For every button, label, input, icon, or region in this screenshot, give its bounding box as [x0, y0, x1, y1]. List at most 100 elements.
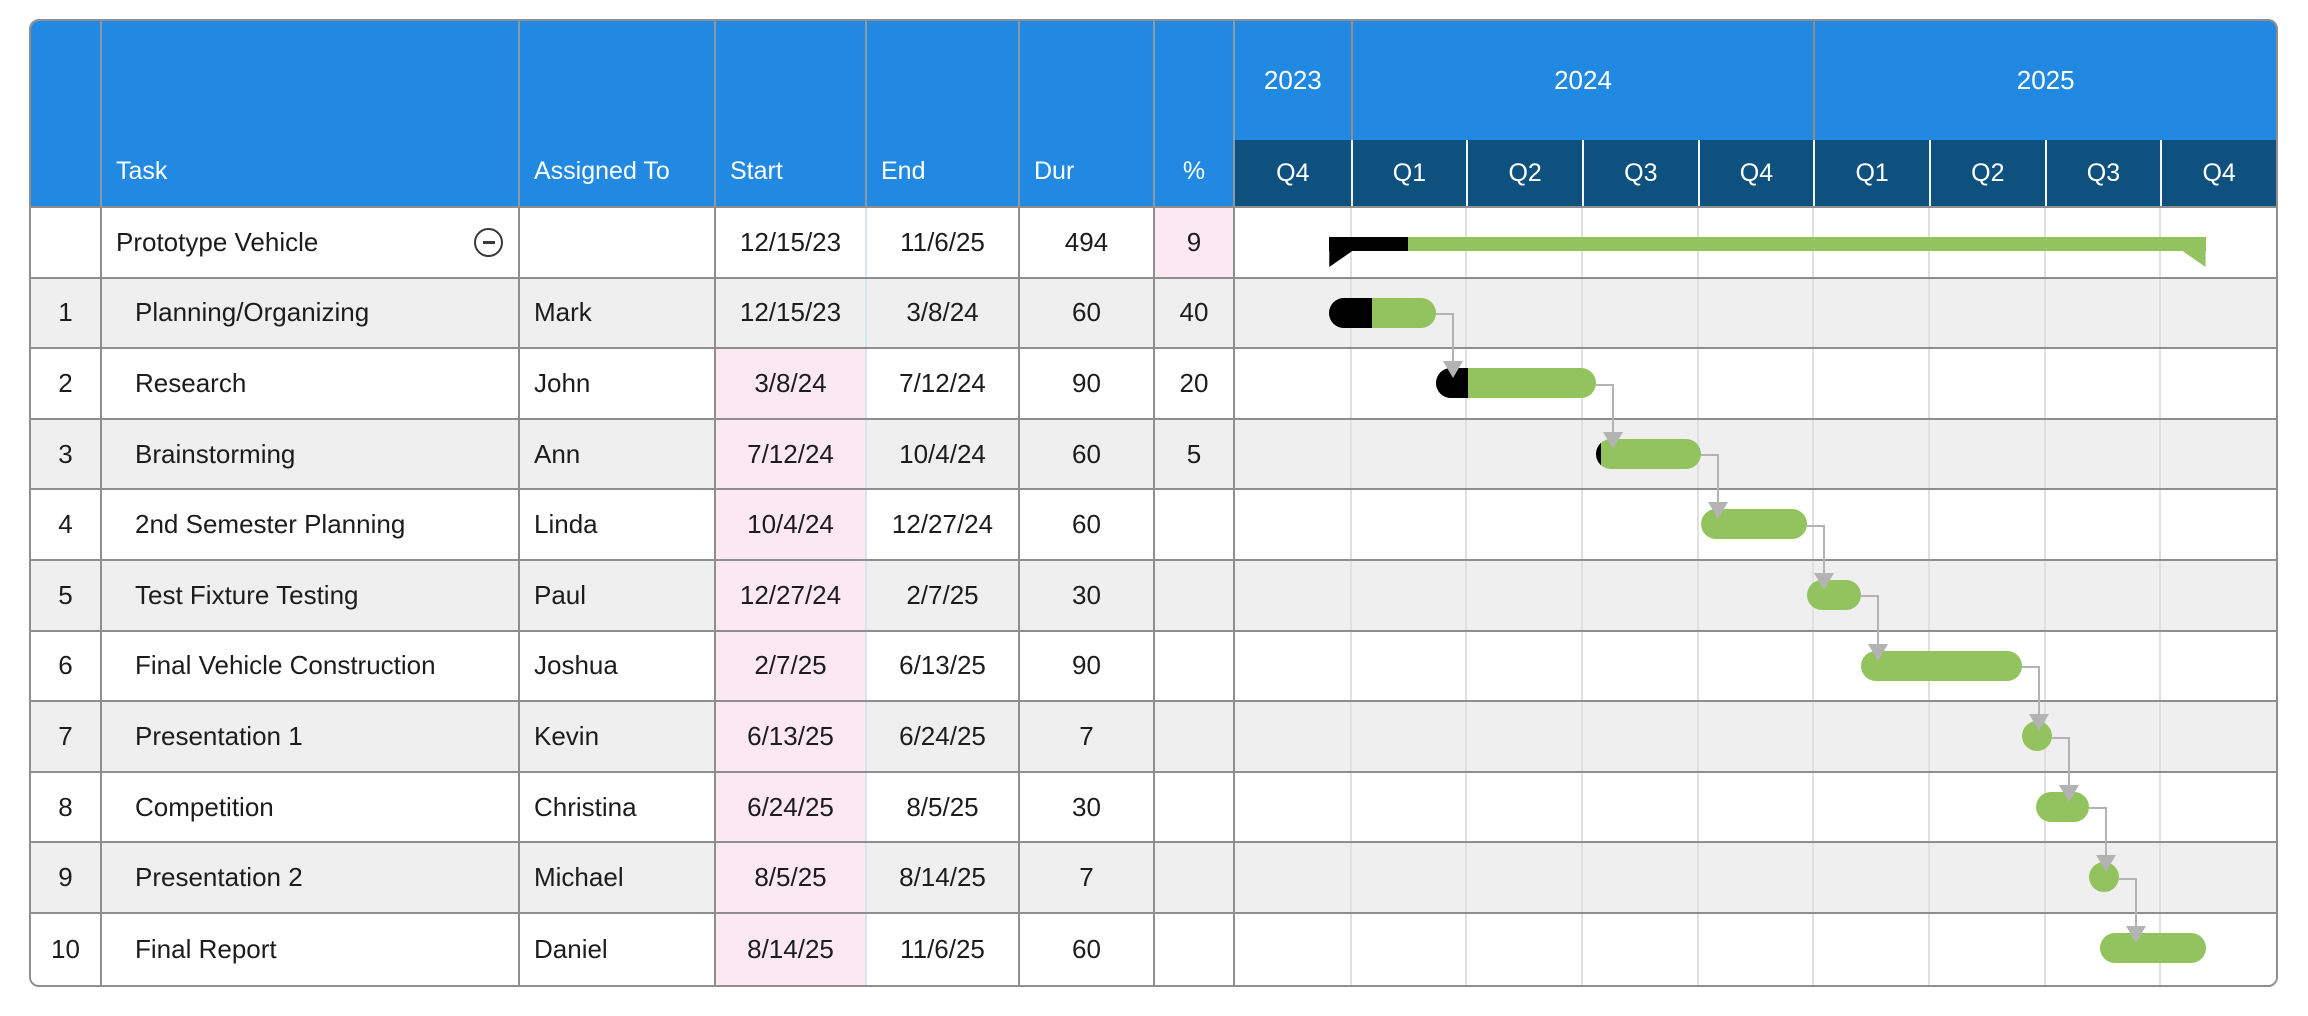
cell-assigned-to[interactable]: Kevin [520, 702, 716, 771]
cell-task-name[interactable]: Test Fixture Testing [102, 560, 520, 630]
cell-percent-complete[interactable] [1155, 843, 1235, 912]
cell-row-number[interactable]: 3 [31, 419, 102, 489]
cell-end-date[interactable]: 8/5/25 [867, 772, 1020, 842]
cell-row-number[interactable]: 10 [31, 913, 102, 985]
cell-start-date[interactable]: 6/13/25 [716, 702, 867, 771]
gantt-row-area [1235, 913, 2276, 985]
cell-start-date[interactable]: 10/4/24 [716, 490, 867, 559]
cell-duration[interactable]: 90 [1020, 631, 1155, 701]
gantt-bar[interactable] [1807, 579, 1861, 610]
quarter-gridline [1465, 631, 1468, 701]
cell-assigned-to[interactable]: Mark [520, 278, 716, 348]
summary-bar[interactable] [1329, 237, 2206, 267]
quarter-gridline [1696, 702, 1699, 771]
cell-task-name[interactable]: Prototype Vehicle [102, 208, 520, 277]
gantt-bar[interactable] [2035, 791, 2089, 822]
cell-percent-complete[interactable] [1155, 631, 1235, 701]
gantt-bar[interactable] [1329, 297, 1436, 328]
cell-assigned-to[interactable]: Joshua [520, 631, 716, 701]
cell-row-number[interactable]: 4 [31, 490, 102, 559]
cell-start-date[interactable]: 7/12/24 [716, 419, 867, 489]
cell-assigned-to[interactable]: Linda [520, 490, 716, 559]
cell-task-name[interactable]: Final Vehicle Construction [102, 631, 520, 701]
cell-end-date[interactable]: 8/14/25 [867, 843, 1020, 912]
cell-row-number[interactable]: 2 [31, 349, 102, 418]
cell-row-number[interactable]: 9 [31, 843, 102, 912]
cell-assigned-to[interactable]: John [520, 349, 716, 418]
gantt-bar[interactable] [1595, 438, 1702, 469]
cell-task-name[interactable]: Research [102, 349, 520, 418]
cell-row-number[interactable]: 8 [31, 772, 102, 842]
cell-end-date[interactable]: 3/8/24 [867, 278, 1020, 348]
gantt-bar[interactable] [1435, 368, 1596, 399]
cell-task-name[interactable]: 2nd Semester Planning [102, 490, 520, 559]
collapse-minus-icon[interactable] [474, 227, 503, 257]
gantt-bar[interactable] [2088, 862, 2119, 893]
cell-task-name[interactable]: Brainstorming [102, 419, 520, 489]
table-row: 5 Test Fixture Testing Paul 12/27/24 2/7/25 3… [31, 560, 2276, 632]
cell-row-number[interactable]: 1 [31, 278, 102, 348]
quarter-gridline [1349, 772, 1352, 842]
table-row: 8 Competition Christina 6/24/25 8/5/25 30 [31, 772, 2276, 844]
cell-percent-complete[interactable] [1155, 913, 1235, 985]
cell-start-date[interactable]: 12/15/23 [716, 208, 867, 277]
cell-percent-complete[interactable] [1155, 702, 1235, 771]
cell-assigned-to[interactable]: Michael [520, 843, 716, 912]
cell-row-number[interactable]: 7 [31, 702, 102, 771]
cell-task-name[interactable]: Presentation 2 [102, 843, 520, 912]
cell-end-date[interactable]: 11/6/25 [867, 208, 1020, 277]
cell-percent-complete[interactable]: 40 [1155, 278, 1235, 348]
cell-percent-complete[interactable] [1155, 772, 1235, 842]
gantt-bar[interactable] [1860, 650, 2022, 681]
cell-duration[interactable]: 7 [1020, 702, 1155, 771]
cell-start-date[interactable]: 8/5/25 [716, 843, 867, 912]
cell-assigned-to[interactable]: Daniel [520, 913, 716, 985]
cell-row-number[interactable]: 5 [31, 560, 102, 630]
cell-row-number[interactable]: 6 [31, 631, 102, 701]
cell-end-date[interactable]: 7/12/24 [867, 349, 1020, 418]
gantt-bar[interactable] [1701, 509, 1808, 540]
gantt-bar[interactable] [2099, 932, 2206, 963]
cell-task-name[interactable]: Competition [102, 772, 520, 842]
cell-percent-complete[interactable]: 20 [1155, 349, 1235, 418]
cell-duration[interactable]: 60 [1020, 278, 1155, 348]
gantt-row-area [1235, 278, 2276, 348]
quarter-gridline [1928, 278, 1930, 348]
cell-duration[interactable]: 60 [1020, 490, 1155, 559]
cell-end-date[interactable]: 12/27/24 [867, 490, 1020, 559]
cell-end-date[interactable]: 10/4/24 [867, 419, 1020, 489]
cell-percent-complete[interactable]: 5 [1155, 419, 1235, 489]
cell-end-date[interactable]: 6/13/25 [867, 631, 1020, 701]
cell-start-date[interactable]: 12/15/23 [716, 278, 867, 348]
cell-start-date[interactable]: 6/24/25 [716, 772, 867, 842]
cell-end-date[interactable]: 11/6/25 [867, 913, 1020, 985]
cell-duration[interactable]: 494 [1020, 208, 1155, 277]
cell-assigned-to[interactable]: Christina [520, 772, 716, 842]
cell-duration[interactable]: 60 [1020, 913, 1155, 985]
cell-task-name[interactable]: Presentation 1 [102, 702, 520, 771]
quarter-gridline [1812, 349, 1815, 418]
cell-row-number[interactable] [31, 208, 102, 277]
cell-duration[interactable]: 90 [1020, 349, 1155, 418]
cell-start-date[interactable]: 8/14/25 [716, 913, 867, 985]
cell-percent-complete[interactable] [1155, 560, 1235, 630]
quarter-gridline [1928, 490, 1930, 559]
cell-task-name[interactable]: Planning/Organizing [102, 278, 520, 348]
cell-assigned-to[interactable]: Ann [520, 419, 716, 489]
cell-percent-complete[interactable] [1155, 490, 1235, 559]
cell-percent-complete[interactable]: 9 [1155, 208, 1235, 277]
column-header-end-label: End [881, 157, 926, 185]
gantt-bar[interactable] [2021, 721, 2052, 752]
cell-duration[interactable]: 30 [1020, 560, 1155, 630]
cell-start-date[interactable]: 2/7/25 [716, 631, 867, 701]
cell-start-date[interactable]: 3/8/24 [716, 349, 867, 418]
cell-task-name[interactable]: Final Report [102, 913, 520, 985]
cell-assigned-to[interactable] [520, 208, 716, 277]
cell-duration[interactable]: 7 [1020, 843, 1155, 912]
cell-end-date[interactable]: 2/7/25 [867, 560, 1020, 630]
cell-duration[interactable]: 30 [1020, 772, 1155, 842]
cell-assigned-to[interactable]: Paul [520, 560, 716, 630]
cell-end-date[interactable]: 6/24/25 [867, 702, 1020, 771]
cell-duration[interactable]: 60 [1020, 419, 1155, 489]
cell-start-date[interactable]: 12/27/24 [716, 560, 867, 630]
